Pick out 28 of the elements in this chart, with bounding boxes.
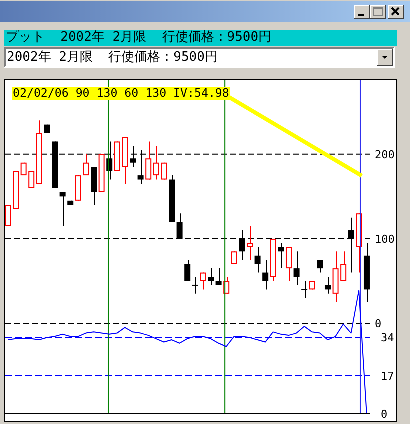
- candlestick: [294, 251, 300, 286]
- candlestick: [317, 260, 324, 274]
- candlestick: [184, 260, 191, 282]
- candlestick: [324, 276, 331, 294]
- chart-title: プット 2002年 2月限 行使価格：9500円: [4, 30, 397, 46]
- line-series: [8, 290, 368, 414]
- candlestick: [208, 268, 214, 286]
- candlestick: [301, 280, 308, 299]
- candlestick: [216, 268, 222, 286]
- y-tick-label: 200: [375, 148, 395, 162]
- candlestick: [83, 154, 90, 176]
- candlestick: [146, 141, 152, 180]
- y-tick-label: 100: [375, 232, 395, 246]
- candlestick: [200, 272, 206, 290]
- candlestick: [192, 276, 199, 294]
- candlestick: [278, 242, 284, 270]
- y-tick-label: 0: [375, 317, 382, 330]
- y2-tick-label: 17: [381, 370, 394, 383]
- candlestick: [60, 192, 66, 227]
- candlestick: [262, 260, 269, 290]
- candlestick: [246, 226, 253, 261]
- annotation: 02/02/06 90 130 60 130 IV:54.98: [12, 86, 230, 100]
- candlestick: [254, 246, 261, 274]
- dropdown-field: 2002年 2月限 行使価格：9500円: [4, 47, 395, 68]
- chart-subtitle: 2002年 2月限 行使価格：9500円: [7, 49, 218, 66]
- y2-tick-label: 34: [381, 332, 395, 345]
- candlestick: [286, 246, 292, 282]
- candlestick: [231, 251, 238, 265]
